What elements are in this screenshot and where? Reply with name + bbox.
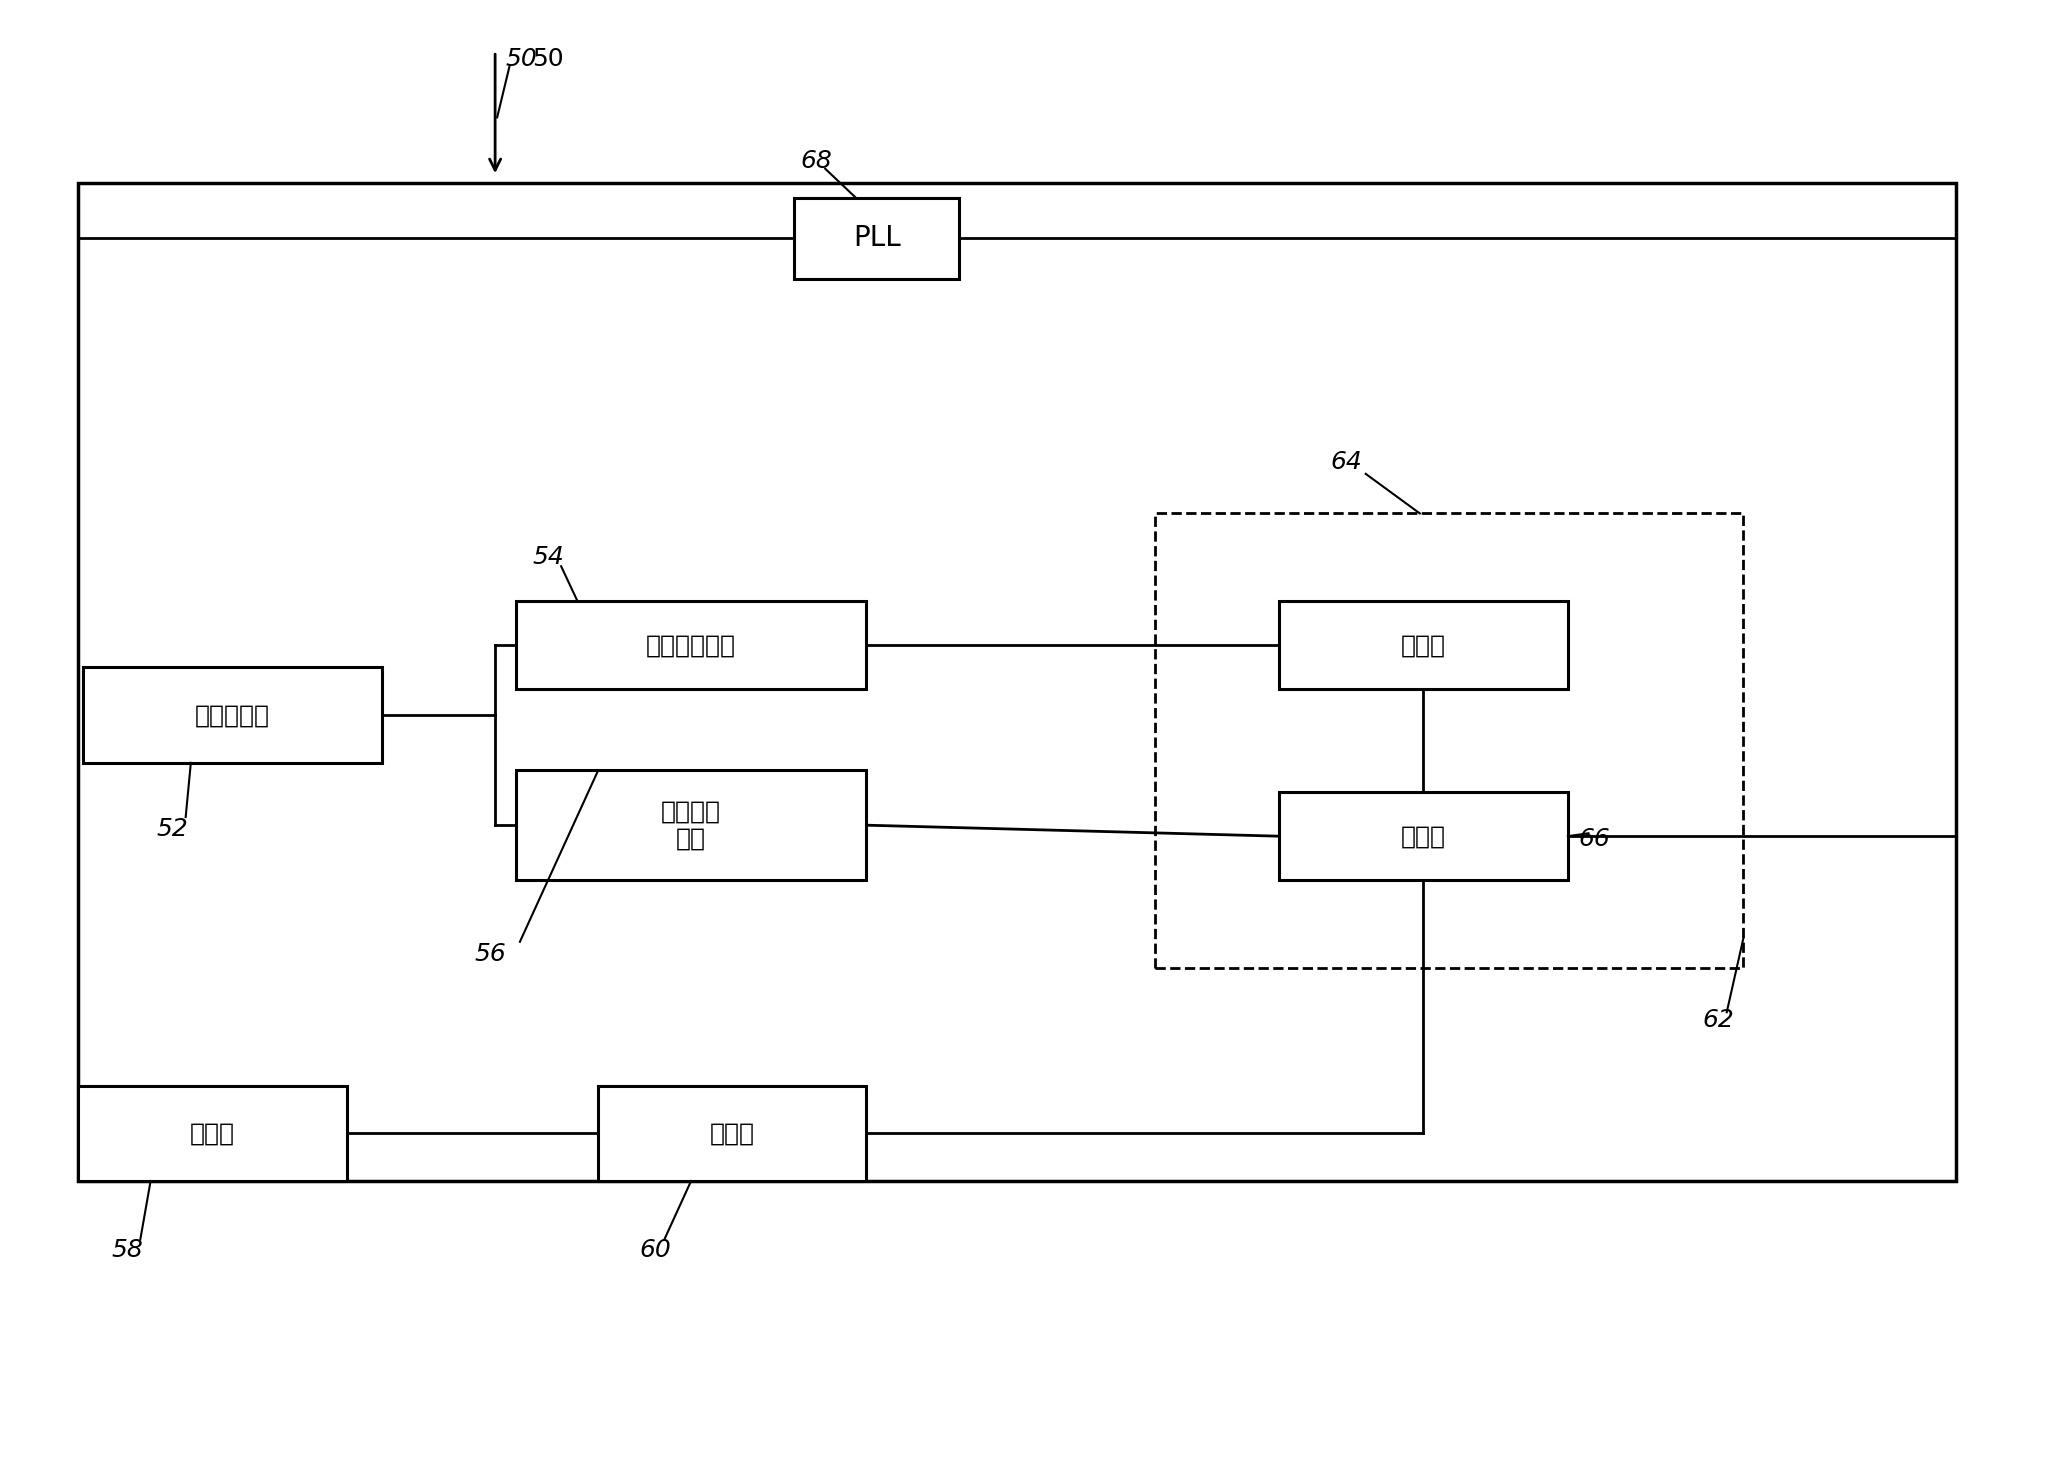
Text: 振荡器: 振荡器 xyxy=(1401,824,1446,848)
Bar xyxy=(794,198,959,279)
Text: 50: 50 xyxy=(532,47,563,70)
Text: PLL: PLL xyxy=(852,224,902,252)
Text: 52: 52 xyxy=(157,817,188,841)
Text: 50: 50 xyxy=(505,47,536,70)
Text: 56: 56 xyxy=(474,942,505,965)
Text: 振荡偏压
电路: 振荡偏压 电路 xyxy=(660,800,722,851)
Text: 64: 64 xyxy=(1331,450,1362,474)
Bar xyxy=(78,183,1956,1181)
Text: 60: 60 xyxy=(640,1238,670,1262)
Text: 54: 54 xyxy=(532,546,563,569)
Text: 62: 62 xyxy=(1702,1008,1733,1031)
Bar xyxy=(83,667,382,763)
Text: 68: 68 xyxy=(800,150,831,173)
Bar xyxy=(516,601,866,689)
Text: 58: 58 xyxy=(111,1238,142,1262)
Bar xyxy=(1279,792,1568,880)
Text: 电压源: 电压源 xyxy=(190,1121,235,1146)
Bar xyxy=(516,770,866,880)
Text: 衰减器: 衰减器 xyxy=(710,1121,755,1146)
Bar xyxy=(598,1086,866,1181)
Text: 放大器: 放大器 xyxy=(1401,634,1446,657)
Text: 偏压控制器: 偏压控制器 xyxy=(194,703,270,728)
Text: 放大偏压电路: 放大偏压电路 xyxy=(646,634,736,657)
Bar xyxy=(1279,601,1568,689)
Bar xyxy=(78,1086,347,1181)
Bar xyxy=(1155,513,1743,968)
Text: 66: 66 xyxy=(1578,827,1609,851)
